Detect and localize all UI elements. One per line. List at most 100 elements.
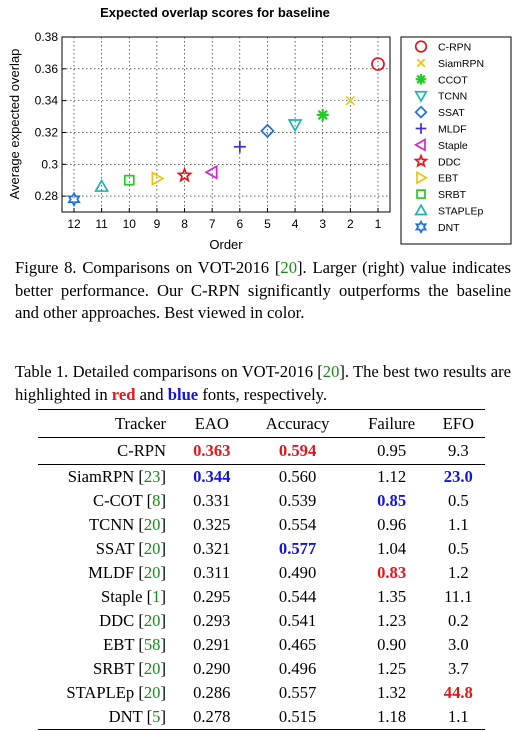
tracker-name: DDC: [99, 611, 135, 630]
eao-cell: 0.286: [193, 683, 231, 702]
legend-marker-mldf: [415, 123, 427, 134]
eao-cell: 0.363: [180, 437, 244, 465]
failure-cell: 1.35: [377, 587, 407, 606]
legend-label: SiamRPN: [438, 58, 484, 70]
failure-cell: 0.83: [377, 563, 407, 582]
marker-srbt: [123, 174, 135, 186]
legend: C-RPN SiamRPN CCOT TCNN SSAT MLDF Staple DDC EBT…: [413, 40, 484, 235]
figure-caption-cite[interactable]: 20: [280, 258, 297, 277]
tracker-name: EBT: [103, 635, 135, 654]
marker-staplep: [94, 178, 110, 192]
x-tick-label: 5: [264, 217, 271, 231]
legend-label: DNT: [438, 222, 460, 234]
tracker-cite[interactable]: 20: [143, 659, 161, 678]
efo-cell: 44.8: [443, 683, 473, 702]
x-tick-label: 1: [375, 217, 382, 231]
data-markers: [67, 57, 385, 208]
figure-caption-text-end: ]. Larger (right) value indicates better…: [15, 258, 511, 322]
plot-frame: [61, 36, 391, 213]
table-caption-and: and: [135, 384, 168, 404]
tracker-cite[interactable]: 23: [143, 467, 161, 486]
y-tick-label: 0.34: [35, 94, 59, 108]
legend-label: SRBT: [438, 189, 467, 201]
header-accuracy: Accuracy: [243, 409, 352, 438]
eao-cell: 0.325: [193, 515, 231, 534]
marker-tcnn: [287, 119, 303, 133]
accuracy-cell: 0.594: [243, 437, 352, 465]
header-efo: EFO: [431, 409, 485, 438]
legend-marker-ccot: [415, 74, 427, 85]
efo-cell: 0.5: [447, 491, 469, 510]
tracker-cell: C-RPN: [38, 437, 180, 465]
tracker-cite[interactable]: 5: [152, 707, 161, 726]
accuracy-cell: 0.539: [278, 491, 317, 510]
table-caption-cite[interactable]: 20: [322, 362, 340, 381]
eao-cell: 0.278: [180, 705, 244, 730]
failure-cell: 1.23: [377, 611, 407, 630]
tracker-cite[interactable]: 20: [143, 539, 161, 558]
efo-cell: 3.7: [447, 659, 469, 678]
tracker-cell: EBT [58]: [103, 635, 166, 654]
tracker-cell: DDC [20]: [99, 611, 166, 630]
x-tick-label: 4: [292, 217, 299, 231]
tracker-name: TCNN: [89, 515, 135, 534]
tracker-cell: SSAT [20]: [95, 539, 166, 558]
chart-title: Expected overlap scores for baseline: [100, 5, 330, 20]
eao-cell: 0.293: [193, 611, 231, 630]
legend-label: DDC: [438, 156, 461, 168]
y-tick-label: 0.3: [41, 157, 58, 171]
x-tick-label: 6: [236, 217, 243, 231]
tracker-cite[interactable]: 20: [143, 683, 161, 702]
marker-staple: [204, 164, 218, 180]
efo-cell: 1.1: [447, 515, 469, 534]
accuracy-cell: 0.541: [278, 611, 317, 630]
legend-marker-tcnn: [414, 90, 428, 103]
table-body: C-RPN 0.363 0.594 0.95 9.3 SiamRPN [23] 0.344 0…: [38, 437, 485, 730]
table-caption-text: Detailed comparisons on VOT-2016 [: [68, 362, 323, 381]
accuracy-cell: 0.490: [278, 563, 317, 582]
accuracy-cell: 0.554: [278, 515, 317, 534]
tracker-cell: SRBT [20]: [92, 659, 166, 678]
x-tick-label: 2: [347, 217, 354, 231]
x-tick-label: 10: [123, 217, 137, 231]
table-row: TCNN [20] 0.325 0.554 0.96 1.1: [38, 513, 485, 537]
tracker-cite[interactable]: 1: [152, 587, 161, 606]
tracker-name: C-RPN: [117, 441, 166, 460]
efo-cell: 0.5: [447, 539, 469, 558]
legend-marker-srbt: [416, 189, 426, 199]
tracker-cite[interactable]: 20: [143, 515, 161, 534]
tracker-cite[interactable]: 20: [143, 563, 161, 582]
table-header-row: Tracker EAO Accuracy Failure EFO: [38, 409, 485, 438]
tracker-cite[interactable]: 58: [143, 635, 161, 654]
legend-label: EBT: [438, 173, 459, 185]
legend-label: STAPLEp: [438, 206, 483, 218]
efo-cell: 0.2: [447, 611, 469, 630]
figure-caption: Figure 8. Comparisons on VOT-2016 [20]. …: [15, 257, 511, 325]
failure-cell: 1.25: [377, 659, 407, 678]
tracker-cell: STAPLEp [20]: [66, 683, 166, 702]
tracker-name: STAPLEp: [66, 683, 135, 702]
x-tick-label: 11: [95, 217, 108, 231]
table-caption-blue-word: blue: [167, 384, 199, 404]
tracker-cite[interactable]: 8: [152, 491, 161, 510]
eao-cell: 0.311: [193, 563, 231, 582]
eao-cell: 0.290: [193, 659, 231, 678]
x-axis-ticks: 12 11 10 9 8 7 6 5 4 3 2 1: [67, 208, 382, 231]
accuracy-cell: 0.557: [278, 683, 317, 702]
x-tick-label: 3: [319, 217, 326, 231]
legend-marker-ebt: [416, 170, 429, 185]
efo-cell: 1.1: [431, 705, 485, 730]
tracker-cell: MLDF [20]: [88, 563, 166, 582]
tracker-cell: C-COT [8]: [93, 491, 166, 510]
legend-label: Staple: [438, 140, 468, 152]
tracker-cite[interactable]: 20: [143, 611, 161, 630]
header-failure: Failure: [351, 409, 432, 438]
legend-label: CCOT: [438, 74, 468, 86]
x-tick-label: 9: [154, 217, 161, 231]
tracker-cell: TCNN [20]: [89, 515, 166, 534]
tracker-name: Staple: [101, 587, 143, 606]
header-eao: EAO: [180, 409, 244, 438]
legend-marker-dnt: [414, 219, 428, 235]
marker-dnt: [67, 191, 81, 208]
tracker-cell: Staple [1]: [101, 587, 166, 606]
